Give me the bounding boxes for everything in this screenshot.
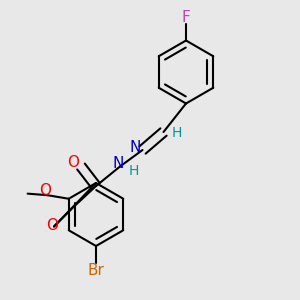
Text: O: O xyxy=(68,155,80,170)
Text: N: N xyxy=(113,156,124,171)
Text: H: H xyxy=(128,164,139,178)
Text: Br: Br xyxy=(88,263,104,278)
Text: O: O xyxy=(40,183,52,198)
Text: N: N xyxy=(129,140,141,155)
Text: H: H xyxy=(172,127,182,140)
Text: F: F xyxy=(182,10,190,25)
Text: O: O xyxy=(46,218,58,232)
